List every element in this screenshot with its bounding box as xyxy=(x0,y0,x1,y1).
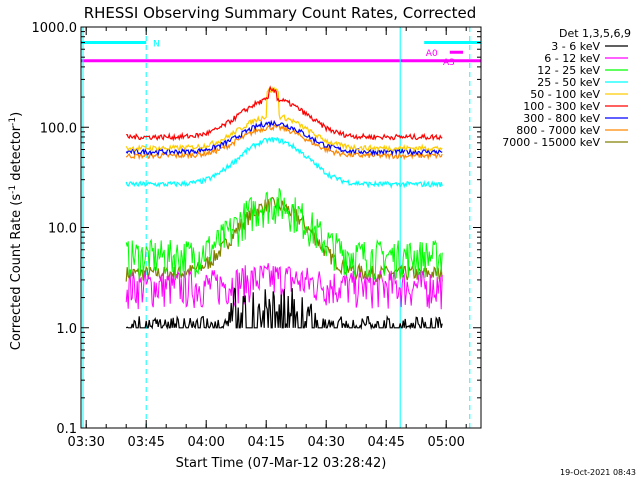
axes: 0.1 1.0 10.0 100.0 1000.0 03:30 03:45 04:00 04:1… xyxy=(32,21,482,450)
y-axis-label-sup: -1 xyxy=(8,185,18,194)
x-axis-label: Start Time (07-Mar-12 03:28:42) xyxy=(176,456,387,471)
y-axis-label-main: Corrected Count Rate (s xyxy=(9,194,24,351)
y-axis-label: Corrected Count Rate (s-1 detector-1) xyxy=(8,112,24,350)
series-line-6 xyxy=(125,119,443,157)
plot-area: N A0 A3 xyxy=(81,27,481,428)
legend-label-3: 25 - 50 keV xyxy=(537,76,600,89)
y-tick-label-3: 100.0 xyxy=(40,121,77,136)
legend-label-1: 6 - 12 keV xyxy=(544,52,600,65)
y-axis-label-end: ) xyxy=(9,112,24,117)
x-tick-label-5: 04:45 xyxy=(367,435,404,450)
series-line-7 xyxy=(125,124,443,161)
legend-label-8: 7000 - 15000 keV xyxy=(502,136,600,149)
series-line-2 xyxy=(125,188,443,282)
series-line-5 xyxy=(126,85,443,142)
legend-title: Det 1,3,5,6,9 xyxy=(559,27,631,40)
y-tick-label-4: 1000.0 xyxy=(32,21,78,36)
series-line-3 xyxy=(125,136,443,189)
x-tick-label-2: 04:00 xyxy=(187,435,224,450)
footer-date: 19-Oct-2021 08:43 xyxy=(560,468,636,477)
chart-title: RHESSI Observing Summary Count Rates, Co… xyxy=(84,4,477,22)
flag-label-2: A0 xyxy=(426,49,438,59)
legend-label-7: 800 - 7000 keV xyxy=(516,124,600,137)
y-axis-label-sup2: -1 xyxy=(8,117,18,126)
x-tick-label-4: 04:30 xyxy=(307,435,344,450)
legend-label-5: 100 - 300 keV xyxy=(523,100,600,113)
series-line-0 xyxy=(125,287,443,331)
flag-label-3: A3 xyxy=(443,58,455,68)
y-tick-label-1: 1.0 xyxy=(56,322,77,337)
x-tick-label-1: 03:45 xyxy=(127,435,164,450)
legend-label-6: 300 - 800 keV xyxy=(523,112,600,125)
legend-label-4: 50 - 100 keV xyxy=(530,88,600,101)
y-axis-label-mid: detector xyxy=(9,125,24,185)
flag-label-0: N xyxy=(153,40,160,50)
x-tick-label-6: 05:00 xyxy=(427,435,464,450)
x-tick-label-3: 04:15 xyxy=(247,435,284,450)
legend-label-0: 3 - 6 keV xyxy=(551,40,600,53)
series-line-4 xyxy=(125,86,443,153)
plot-frame xyxy=(80,26,482,429)
x-tick-label-0: 03:30 xyxy=(67,435,104,450)
y-tick-label-2: 10.0 xyxy=(48,222,77,237)
y-tick-label-0: 0.1 xyxy=(56,422,77,437)
legend-label-2: 12 - 25 keV xyxy=(537,64,600,77)
